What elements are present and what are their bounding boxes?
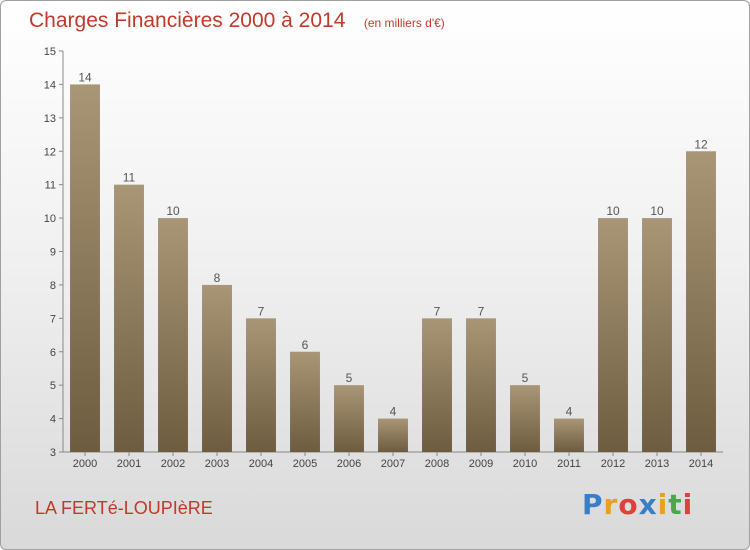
x-tick-label-2013: 2013: [645, 458, 669, 470]
y-tick-label: 15: [44, 46, 56, 58]
bar-2009: [466, 318, 496, 452]
y-tick-label: 7: [50, 313, 56, 325]
x-tick-label-2012: 2012: [601, 458, 625, 470]
bar-2004: [246, 318, 276, 452]
data-label-2003: 8: [214, 271, 221, 285]
y-tick-label: 9: [50, 247, 56, 259]
x-tick-label-2011: 2011: [557, 458, 581, 470]
chart-bars: 14 11 10 8 7 6 5 4 7 7 5 4 10 10 12: [70, 70, 716, 453]
y-tick-label: 12: [44, 146, 56, 158]
bar-2008: [422, 318, 452, 452]
title-row: Charges Financières 2000 à 2014 (en mill…: [29, 9, 445, 33]
data-label-2001: 11: [123, 171, 136, 185]
data-label-2014: 12: [694, 137, 708, 151]
data-label-2004: 7: [258, 304, 265, 318]
data-label-2007: 4: [390, 405, 397, 419]
logo-letter: x: [638, 488, 658, 521]
chart-title: Charges Financières 2000 à 2014: [29, 9, 346, 32]
bar-2013: [642, 218, 672, 452]
x-tick-label-2005: 2005: [293, 458, 317, 470]
bar-2014: [686, 151, 716, 452]
data-label-2009: 7: [478, 304, 485, 318]
chart-subtitle: (en milliers d'€): [363, 16, 445, 30]
bar-2005: [290, 351, 320, 452]
logo-letter: i: [657, 488, 669, 521]
data-label-2012: 10: [606, 204, 620, 218]
y-tick-label: 10: [44, 213, 56, 225]
y-tick-label: 14: [44, 79, 56, 91]
x-tick-label-2010: 2010: [513, 458, 537, 470]
x-tick-label-2001: 2001: [117, 458, 141, 470]
bar-2012: [598, 218, 628, 452]
data-label-2013: 10: [650, 204, 664, 218]
logo-letter: i: [682, 488, 694, 521]
bar-2011: [554, 418, 584, 452]
bar-2007: [378, 418, 408, 452]
x-tick-label-2004: 2004: [249, 458, 273, 470]
x-tick-label-2008: 2008: [425, 458, 449, 470]
data-label-2008: 7: [434, 304, 441, 318]
y-tick-label: 3: [50, 447, 56, 459]
bar-2002: [158, 218, 188, 452]
logo-letter: t: [668, 488, 683, 521]
x-tick-label-2000: 2000: [73, 458, 97, 470]
x-tick-label-2006: 2006: [337, 458, 361, 470]
bar-2000: [70, 84, 100, 453]
data-label-2002: 10: [166, 204, 180, 218]
y-tick-label: 11: [45, 180, 56, 192]
logo-letter: P: [582, 488, 604, 521]
x-tick-label-2007: 2007: [381, 458, 405, 470]
bar-2003: [202, 284, 232, 452]
y-tick-label: 4: [50, 414, 56, 426]
data-label-2005: 6: [302, 338, 309, 352]
bar-2010: [510, 385, 540, 452]
x-tick-label-2003: 2003: [205, 458, 229, 470]
x-tick-label-2002: 2002: [161, 458, 185, 470]
data-label-2011: 4: [566, 405, 573, 419]
bar-2006: [334, 385, 364, 452]
data-label-2000: 14: [78, 70, 92, 84]
y-tick-label: 13: [44, 113, 56, 125]
y-tick-label: 5: [50, 380, 56, 392]
x-tick-label-2014: 2014: [689, 458, 713, 470]
data-label-2006: 5: [346, 371, 353, 385]
y-tick-label: 8: [50, 280, 56, 292]
logo-letter: r: [603, 488, 619, 521]
proxiti-logo: Proxiti: [582, 488, 693, 521]
bar-2001: [114, 184, 144, 452]
data-label-2010: 5: [522, 371, 529, 385]
town-name: LA FERTé-LOUPIèRE: [35, 498, 213, 518]
y-tick-label: 6: [50, 347, 56, 359]
x-tick-label-2009: 2009: [469, 458, 493, 470]
logo-letter: o: [618, 488, 639, 521]
